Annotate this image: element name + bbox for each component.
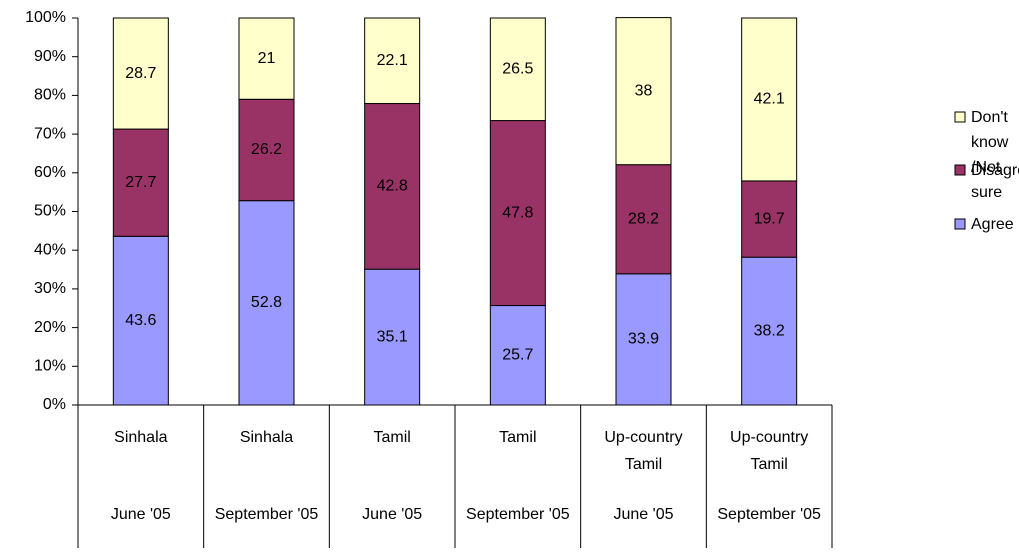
y-tick-label: 20% <box>34 319 66 336</box>
data-label: 42.1 <box>754 91 785 108</box>
y-tick-label: 70% <box>34 125 66 142</box>
data-label: 26.5 <box>502 60 533 77</box>
bar-segment <box>615 164 672 275</box>
data-label: 22.1 <box>377 52 408 69</box>
bar-segment <box>489 17 546 122</box>
x-tick-label: Up-country Tamil <box>730 429 809 473</box>
bar-segment <box>489 305 546 406</box>
data-label: 38 <box>635 82 653 99</box>
bar-segment <box>238 17 295 100</box>
legend-swatch <box>954 218 966 230</box>
data-label: 28.2 <box>628 210 659 227</box>
bar-segment <box>112 128 169 237</box>
y-tick-label: 30% <box>34 280 66 297</box>
x-tick-label: September '05 <box>214 506 319 523</box>
x-tick-label: Sinhala <box>239 429 294 446</box>
y-tick-label: 60% <box>34 164 66 181</box>
x-tick-label: Tamil <box>499 429 537 446</box>
x-tick-label: September '05 <box>717 506 821 523</box>
data-label: 27.7 <box>125 174 156 191</box>
y-tick-label: 0% <box>43 396 66 413</box>
bar-segment <box>364 103 421 270</box>
data-label: 19.7 <box>754 210 785 227</box>
data-label: 33.9 <box>628 331 659 348</box>
data-label: 52.8 <box>251 294 282 311</box>
y-tick-label: 90% <box>34 48 66 65</box>
data-label: 26.2 <box>251 141 282 158</box>
bar-segment <box>364 17 421 105</box>
y-tick-label: 40% <box>34 241 66 258</box>
data-label: 21 <box>258 50 276 67</box>
data-label: 43.6 <box>125 312 156 329</box>
bar-segment <box>615 273 672 406</box>
data-label: 42.8 <box>377 178 408 195</box>
bar-segment <box>238 98 295 202</box>
x-tick-label: Tamil <box>373 429 411 446</box>
data-label: 47.8 <box>502 204 533 221</box>
data-label: 35.1 <box>377 328 408 345</box>
bar-segment <box>741 180 798 258</box>
x-tick-label: Sinhala <box>114 429 168 446</box>
legend-swatch <box>954 111 966 123</box>
x-tick-label: June '05 <box>613 506 674 523</box>
y-tick-label: 10% <box>34 358 66 375</box>
data-label: 28.7 <box>125 65 156 82</box>
legend-label: Agree <box>971 216 1014 233</box>
bar-segment <box>364 268 421 406</box>
data-label: 38.2 <box>754 322 785 339</box>
x-tick-label: September '05 <box>466 506 570 523</box>
legend-swatch <box>954 164 966 176</box>
bar-segment <box>615 17 672 166</box>
bar-segment <box>741 17 798 182</box>
bar-segment <box>112 17 169 130</box>
bar-segment <box>238 200 295 406</box>
x-tick-label: June '05 <box>362 506 423 523</box>
data-label: 25.7 <box>502 346 533 363</box>
legend-label: Disagree <box>971 162 1019 179</box>
y-tick-label: 50% <box>34 203 66 220</box>
x-tick-label: June '05 <box>110 506 171 523</box>
y-tick-label: 100% <box>25 9 66 26</box>
bar-segment <box>489 120 546 307</box>
x-tick-label: Up-country Tamil <box>604 429 683 473</box>
legend-label: Don't know /Not sure <box>971 109 1009 201</box>
y-tick-label: 80% <box>34 87 66 104</box>
bar-segment <box>741 256 798 406</box>
